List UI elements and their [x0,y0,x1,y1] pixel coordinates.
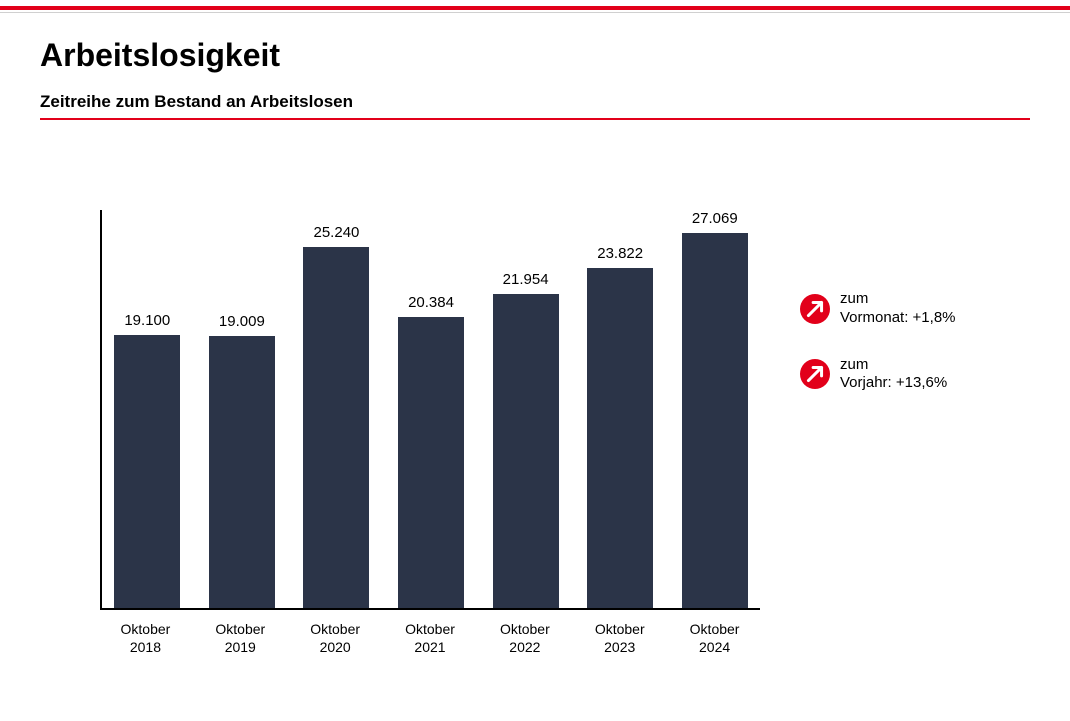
stat-label: Vormonat: [840,309,908,326]
stat-vormonat: zum Vormonat: +1,8% [800,290,956,328]
stat-label: zum [840,356,947,375]
change-stats: zum Vormonat: +1,8% zum Vorjahr: +13,6% [800,290,956,656]
bar-column: 21.954 [488,210,563,608]
bar-value-label: 23.822 [597,245,643,262]
stat-value: +13,6% [896,374,947,391]
bar [209,336,275,608]
top-accent-rule [0,6,1070,10]
bar-value-label: 25.240 [314,224,360,241]
page-title: Arbeitslosigkeit [40,37,1030,74]
subtitle-accent-rule [40,118,1030,120]
bar-column: 27.069 [677,210,752,608]
stat-label: zum [840,290,956,309]
arrow-up-icon [800,359,830,389]
bar-value-label: 21.954 [503,271,549,288]
bar-value-label: 19.009 [219,313,265,330]
bar-column: 19.009 [205,210,280,608]
page-subtitle: Zeitreihe zum Bestand an Arbeitslosen [40,92,1030,116]
bar-column: 23.822 [583,210,658,608]
stat-vorjahr: zum Vorjahr: +13,6% [800,356,956,394]
bar [303,247,369,608]
stat-value: +1,8% [913,309,956,326]
stat-label: Vorjahr: [840,374,892,391]
bar [493,294,559,608]
bar-column: 20.384 [394,210,469,608]
x-axis-label: Oktober2018 [108,620,183,656]
bar [682,233,748,608]
bar-column: 19.100 [110,210,185,608]
arrow-up-icon [800,294,830,324]
bar-chart: 19.100 19.009 25.240 20.384 21.954 23.822 27.0… [100,210,760,656]
bar-value-label: 27.069 [692,210,738,227]
bar-value-label: 19.100 [124,312,170,329]
bar-column: 25.240 [299,210,374,608]
x-axis-label: Oktober2024 [677,620,752,656]
x-axis-label: Oktober2021 [393,620,468,656]
bar [587,268,653,608]
x-axis-label: Oktober2023 [582,620,657,656]
x-axis-label: Oktober2020 [298,620,373,656]
bar-value-label: 20.384 [408,294,454,311]
x-axis-label: Oktober2019 [203,620,278,656]
bar [398,317,464,608]
bar [114,335,180,608]
x-axis-label: Oktober2022 [487,620,562,656]
